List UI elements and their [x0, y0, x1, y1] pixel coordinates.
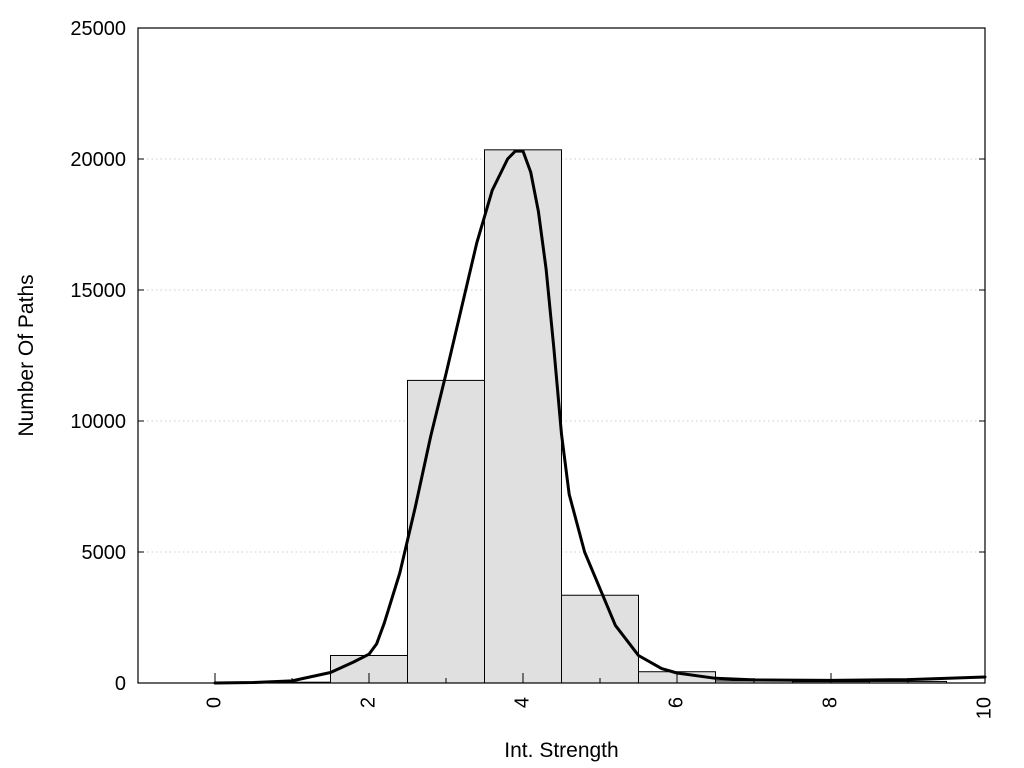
y-tick-label: 20000 — [70, 149, 126, 171]
x-tick-label: 0 — [203, 697, 225, 708]
y-tick-label: 15000 — [70, 280, 126, 302]
x-tick-label: 2 — [357, 697, 379, 708]
x-tick-label: 6 — [665, 697, 687, 708]
x-tick-label: 10 — [973, 697, 995, 719]
histogram-bars — [253, 149, 947, 684]
y-tick-label: 5000 — [82, 542, 127, 564]
y-tick-label: 10000 — [70, 411, 126, 433]
x-axis-ticks: 0 2 4 6 8 10 — [203, 673, 995, 719]
fit-curve-line — [213, 149, 987, 685]
y-tick-label: 25000 — [70, 18, 126, 40]
plot-frame — [137, 27, 986, 684]
x-tick-label: 8 — [819, 697, 841, 708]
histogram-bar — [407, 379, 485, 684]
x-axis-label: Int. Strength — [504, 739, 618, 762]
fit-curve-group — [213, 149, 987, 685]
y-tick-label: 0 — [115, 673, 126, 695]
x-tick-label: 4 — [511, 697, 533, 708]
y-axis-label: Number Of Paths — [15, 274, 38, 436]
histogram-bar — [484, 149, 562, 684]
y-axis-ticks: 0 5000 10000 15000 20000 25000 — [70, 18, 985, 695]
